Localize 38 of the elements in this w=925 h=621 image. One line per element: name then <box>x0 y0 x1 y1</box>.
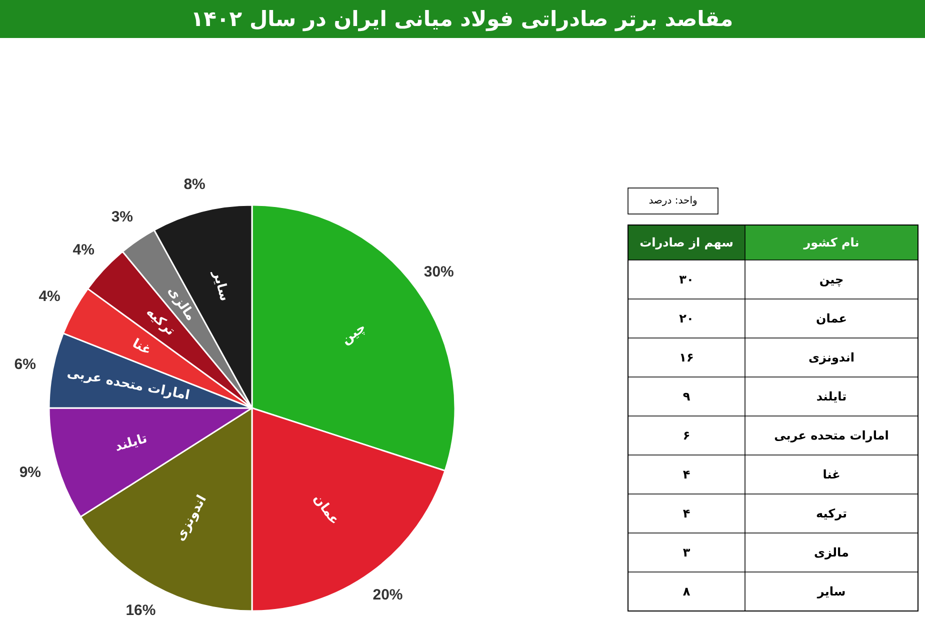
data-label: 8% <box>184 176 206 193</box>
data-label: 4% <box>38 288 60 306</box>
slice-label: غنا <box>130 336 154 359</box>
data-label: 16% <box>126 602 156 619</box>
category-label: امارات متحده عربی <box>774 428 889 442</box>
slice-label: چین <box>338 320 369 348</box>
text: ۳ <box>682 546 691 560</box>
category-label: چین <box>819 272 844 286</box>
text: ۸ <box>682 584 691 598</box>
data-label: 9% <box>19 464 42 481</box>
chart-title: مقاصد برتر صادراتی فولاد میانی ایران در سال ۱۴۰۲ <box>190 7 734 32</box>
category-label: ترکیه <box>816 506 848 520</box>
category-label: مالزی <box>814 546 849 560</box>
data-label: 20% <box>372 586 403 604</box>
category-label: اندونزی <box>808 350 854 364</box>
text: ۴ <box>682 468 690 482</box>
category-label: تایلند <box>816 390 847 404</box>
slice-label: سایر <box>209 268 232 303</box>
text: نام کشور <box>802 236 860 250</box>
category-label: عمان <box>816 312 847 326</box>
data-label: 3% <box>111 208 133 226</box>
text: ۹ <box>682 390 691 404</box>
data-label: 6% <box>14 356 36 374</box>
slice-label: امارات متحده عربی <box>66 365 191 404</box>
category-label: غنا <box>822 468 840 482</box>
slice-label: اندونزی <box>172 492 210 544</box>
data-label: 30% <box>424 264 454 281</box>
category-label: سایر <box>817 584 846 598</box>
text: ۴ <box>682 506 690 520</box>
slice-label: عمان <box>310 492 342 528</box>
data-label: 4% <box>72 241 94 258</box>
slice-label: تایلند <box>113 431 149 455</box>
text: ۶ <box>682 428 690 442</box>
text: ۲۰ <box>679 312 694 326</box>
text: واحد: درصد <box>648 196 698 206</box>
text: ۱۶ <box>679 350 694 364</box>
text: ۳۰ <box>679 272 694 286</box>
text: سهم از صادرات <box>640 236 734 250</box>
